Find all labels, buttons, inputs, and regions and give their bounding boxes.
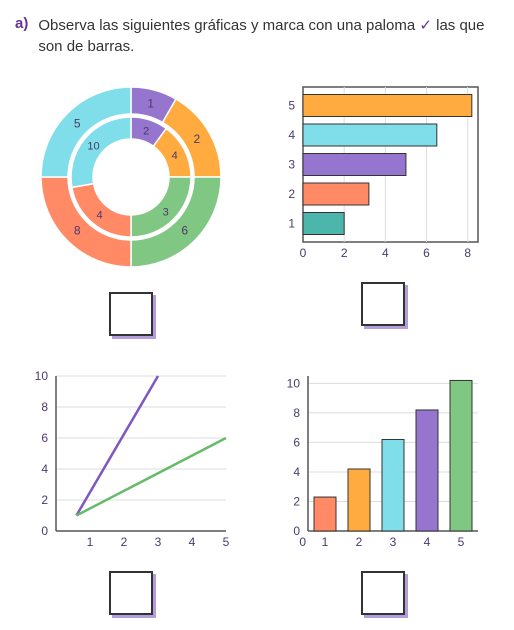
svg-text:2: 2 — [341, 246, 348, 260]
svg-text:2: 2 — [293, 494, 300, 508]
svg-text:10: 10 — [87, 141, 99, 153]
svg-text:2: 2 — [143, 125, 149, 137]
svg-text:3: 3 — [390, 535, 397, 549]
question-label: a) — [15, 15, 28, 57]
line-cell: 024681012345 — [15, 366, 247, 615]
svg-text:3: 3 — [155, 535, 162, 549]
checkbox-donut[interactable] — [109, 292, 153, 336]
svg-text:5: 5 — [223, 535, 230, 549]
svg-text:8: 8 — [464, 246, 471, 260]
vbar-cell: 0246810123450 — [267, 366, 499, 615]
svg-text:6: 6 — [423, 246, 430, 260]
svg-text:4: 4 — [382, 246, 389, 260]
svg-text:2: 2 — [41, 493, 48, 507]
svg-text:3: 3 — [288, 158, 295, 172]
svg-text:4: 4 — [172, 150, 178, 162]
svg-text:0: 0 — [299, 535, 306, 549]
question-text-before: Observa las siguientes gráficas y marca … — [38, 17, 415, 34]
svg-text:1: 1 — [322, 535, 329, 549]
svg-text:4: 4 — [288, 128, 295, 142]
check-icon: ✓ — [419, 15, 432, 36]
svg-text:3: 3 — [163, 207, 169, 219]
svg-text:0: 0 — [41, 524, 48, 538]
svg-text:8: 8 — [74, 224, 81, 238]
svg-text:2: 2 — [121, 535, 128, 549]
svg-text:1: 1 — [288, 217, 295, 231]
horizontal-bar-chart: 5 4 3 2 1 0 2 4 6 8 — [278, 77, 488, 267]
checkbox-line[interactable] — [109, 571, 153, 615]
checkbox-hbar[interactable] — [361, 282, 405, 326]
svg-text:4: 4 — [96, 210, 102, 222]
svg-text:8: 8 — [293, 406, 300, 420]
hbar-cell: 5 4 3 2 1 0 2 4 6 8 — [267, 77, 499, 336]
vertical-bar-chart: 0246810123450 — [278, 366, 488, 556]
checkbox-vbar[interactable] — [361, 571, 405, 615]
svg-text:6: 6 — [41, 431, 48, 445]
svg-text:2: 2 — [356, 535, 363, 549]
question-text: Observa las siguientes gráficas y marca … — [38, 15, 499, 57]
svg-text:6: 6 — [293, 435, 300, 449]
svg-text:2: 2 — [288, 187, 295, 201]
svg-text:1: 1 — [87, 535, 94, 549]
svg-text:5: 5 — [458, 535, 465, 549]
svg-text:4: 4 — [41, 462, 48, 476]
svg-text:4: 4 — [293, 465, 300, 479]
svg-text:1: 1 — [147, 97, 154, 111]
svg-text:4: 4 — [189, 535, 196, 549]
donut-chart: 1 2 6 8 5 2 4 3 4 10 — [31, 77, 231, 277]
svg-text:2: 2 — [193, 132, 200, 146]
line-chart: 024681012345 — [26, 366, 236, 556]
svg-text:10: 10 — [287, 376, 301, 390]
svg-text:8: 8 — [41, 400, 48, 414]
svg-text:10: 10 — [35, 369, 49, 383]
svg-text:4: 4 — [424, 535, 431, 549]
svg-text:6: 6 — [181, 224, 188, 238]
question: a) Observa las siguientes gráficas y mar… — [15, 15, 499, 57]
svg-text:0: 0 — [300, 246, 307, 260]
charts-grid: 12685243410 5432102468 024681012345 0246… — [15, 77, 499, 615]
svg-text:5: 5 — [74, 116, 81, 130]
donut-cell: 1 2 6 8 5 2 4 3 4 10 — [15, 77, 247, 336]
svg-text:5: 5 — [288, 99, 295, 113]
